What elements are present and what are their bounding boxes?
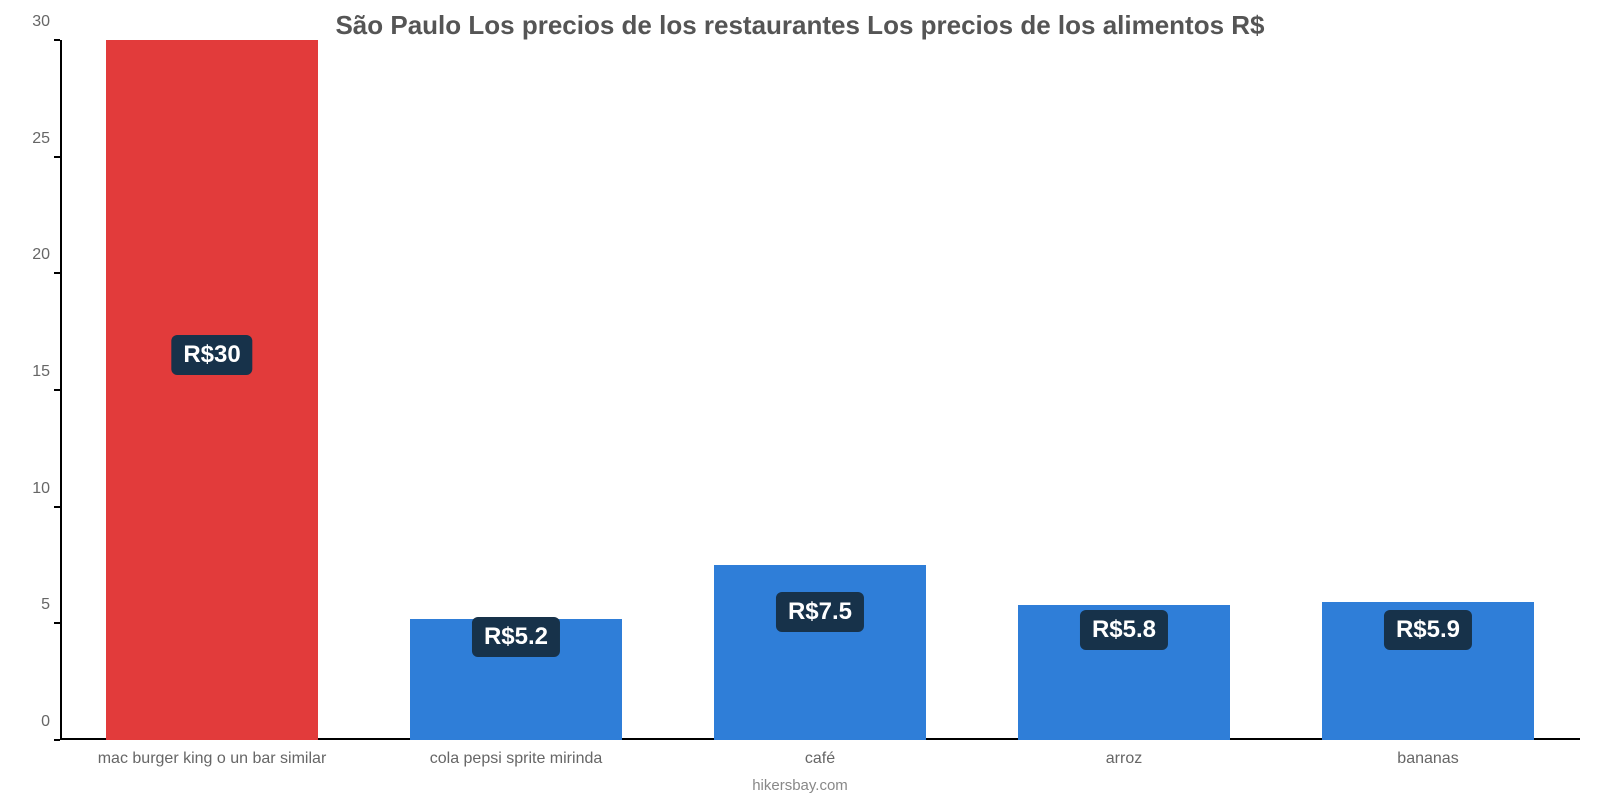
x-axis-label: arroz (1106, 740, 1142, 768)
x-axis-label: mac burger king o un bar similar (98, 740, 327, 768)
bar-value-badge: R$5.8 (1080, 610, 1168, 650)
bars-group: R$30mac burger king o un bar similarR$5.… (60, 40, 1580, 740)
bar-value-badge: R$30 (171, 335, 252, 375)
bar (106, 40, 319, 740)
bar-value-badge: R$5.9 (1384, 610, 1472, 650)
y-tick-label: 30 (32, 13, 60, 31)
y-tick-label: 15 (32, 363, 60, 381)
y-tick-label: 10 (32, 480, 60, 498)
x-axis-label: café (805, 740, 835, 768)
bar-slot: R$7.5café (668, 40, 972, 740)
y-tick-label: 20 (32, 246, 60, 264)
bar-value-badge: R$5.2 (472, 617, 560, 657)
bar-slot: R$5.2cola pepsi sprite mirinda (364, 40, 668, 740)
chart-title: São Paulo Los precios de los restaurante… (0, 10, 1600, 41)
y-tick-label: 25 (32, 130, 60, 148)
chart-footer: hikersbay.com (0, 777, 1600, 794)
chart-container: São Paulo Los precios de los restaurante… (0, 0, 1600, 800)
x-axis-label: bananas (1397, 740, 1458, 768)
bar-value-badge: R$7.5 (776, 592, 864, 632)
y-tick-label: 0 (41, 713, 60, 731)
y-tick-label: 5 (41, 596, 60, 614)
bar-slot: R$5.8arroz (972, 40, 1276, 740)
bar-slot: R$30mac burger king o un bar similar (60, 40, 364, 740)
x-axis-label: cola pepsi sprite mirinda (430, 740, 603, 768)
plot-area: 051015202530 R$30mac burger king o un ba… (60, 40, 1580, 740)
bar-slot: R$5.9bananas (1276, 40, 1580, 740)
